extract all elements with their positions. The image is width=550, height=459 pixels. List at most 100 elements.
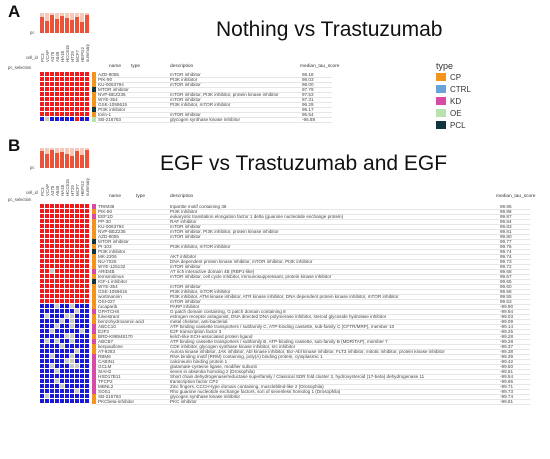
row-gridline <box>96 224 530 230</box>
row-description: transcription factor CP2 <box>170 379 218 384</box>
row-score: 98.03 <box>302 77 314 82</box>
row-name: PIK-90 <box>98 77 113 82</box>
heatmap-cell <box>65 334 70 339</box>
heatmap-row <box>40 209 90 214</box>
type-swatch <box>92 324 96 329</box>
row-description: mTOR inhibitor <box>170 112 201 117</box>
heatmap-cell <box>80 309 85 314</box>
pc-bar <box>40 13 45 33</box>
heatmap-cell <box>50 389 55 394</box>
heatmap-cell <box>70 254 75 259</box>
heatmap-cell <box>60 254 65 259</box>
heatmap-cell <box>45 359 50 364</box>
pc-bar-fill <box>65 18 69 33</box>
heatmap-cell <box>70 384 75 389</box>
row-description: PI3K inhibitor, mTOR inhibitor <box>170 102 231 107</box>
heatmap-cell <box>55 112 60 117</box>
heatmap-cell <box>75 319 80 324</box>
row-description: metal chelator, anti-bacterial <box>170 319 228 324</box>
heatmap-cell <box>55 344 60 349</box>
heatmap-row <box>40 309 90 314</box>
heatmap-cell <box>70 344 75 349</box>
heatmap-cell <box>85 309 90 314</box>
heatmap-cell <box>55 284 60 289</box>
heatmap-cell <box>55 92 60 97</box>
heatmap-cell <box>60 379 65 384</box>
row-gridline <box>96 359 530 365</box>
row-score: 99.53 <box>500 299 512 304</box>
heatmap-cell <box>70 394 75 399</box>
row-score: 97.79 <box>302 87 314 92</box>
pc-bar-fill <box>70 20 74 33</box>
heatmap-cell <box>75 229 80 234</box>
heatmap-row <box>40 284 90 289</box>
row-name: SB-216763 <box>98 117 121 122</box>
row-gridline <box>96 92 332 98</box>
panel-b-title: EGF vs Trastuzumab and EGF <box>160 152 448 175</box>
heatmap-cell <box>55 274 60 279</box>
heatmap-cell <box>85 249 90 254</box>
heatmap-row <box>40 294 90 299</box>
type-swatch <box>92 294 96 299</box>
row-gridline <box>96 389 530 395</box>
heatmap-cell <box>70 214 75 219</box>
heatmap-cell <box>50 249 55 254</box>
row-description: ATP binding cassette transporters / subf… <box>170 324 395 329</box>
heatmap-row <box>40 324 90 329</box>
row-gridline <box>96 82 332 88</box>
row-score: -99.14 <box>500 324 514 329</box>
heatmap-cell <box>65 117 70 122</box>
heatmap-cell <box>55 374 60 379</box>
heatmap-cell <box>65 274 70 279</box>
heatmap-cell <box>65 394 70 399</box>
heatmap-cell <box>55 384 60 389</box>
heatmap-cell <box>75 112 80 117</box>
heatmap-cell <box>60 112 65 117</box>
heatmap-cell <box>60 349 65 354</box>
row-score: -99.38 <box>500 349 514 354</box>
row-gridline <box>96 239 530 245</box>
legend-item: CTRL <box>436 83 471 95</box>
panel-b-col-name: name <box>109 194 121 199</box>
heatmap-cell <box>70 319 75 324</box>
heatmap-cell <box>60 214 65 219</box>
heatmap-cell <box>85 244 90 249</box>
heatmap-cell <box>85 112 90 117</box>
legend-swatch <box>436 109 446 117</box>
row-description: AT rich interactive domain 4B (RBP1-like… <box>170 269 255 274</box>
row-score: -99.39 <box>500 354 514 359</box>
heatmap-cell <box>40 102 45 107</box>
heatmap-cell <box>40 299 45 304</box>
heatmap-cell <box>45 264 50 269</box>
heatmap-cell <box>85 379 90 384</box>
heatmap-cell <box>85 209 90 214</box>
type-swatch <box>92 349 96 354</box>
heatmap-cell <box>65 389 70 394</box>
heatmap-cell <box>45 112 50 117</box>
pc-bar-fill <box>40 151 44 168</box>
heatmap-cell <box>80 234 85 239</box>
heatmap-cell <box>45 284 50 289</box>
row-description: PI3K inhibitor <box>170 77 198 82</box>
heatmap-cell <box>45 394 50 399</box>
row-name: NVP-BEZ235 <box>98 229 126 234</box>
heatmap-cell <box>80 354 85 359</box>
heatmap-cell <box>80 394 85 399</box>
heatmap-cell <box>75 254 80 259</box>
type-swatch <box>92 244 96 249</box>
heatmap-cell <box>50 82 55 87</box>
pc-bar-fill <box>60 16 64 33</box>
heatmap-cell <box>75 379 80 384</box>
type-swatch <box>92 364 96 369</box>
heatmap-cell <box>75 269 80 274</box>
heatmap-cell <box>55 364 60 369</box>
heatmap-cell <box>40 359 45 364</box>
heatmap-cell <box>75 354 80 359</box>
heatmap-cell <box>70 329 75 334</box>
heatmap-cell <box>45 117 50 122</box>
row-name: E2F3 <box>98 329 109 334</box>
type-swatch <box>92 209 96 214</box>
heatmap-cell <box>70 374 75 379</box>
heatmap-row <box>40 359 90 364</box>
type-swatch <box>92 87 96 92</box>
